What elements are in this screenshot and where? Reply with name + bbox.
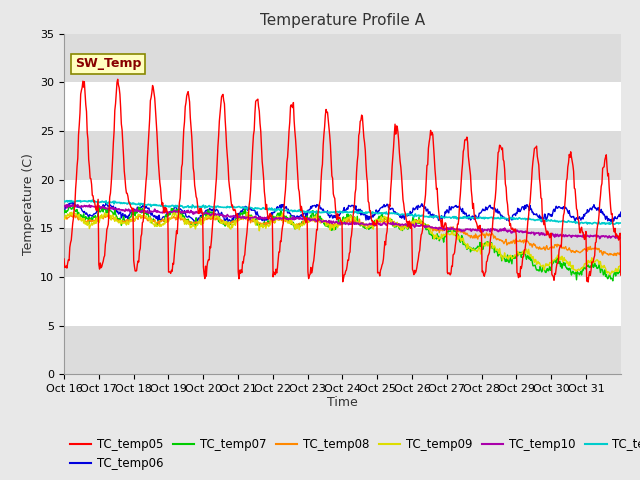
TC_temp07 bbox=[432, 234, 440, 240]
TC_temp07 bbox=[609, 278, 617, 284]
TC_temp09 bbox=[228, 225, 236, 230]
TC_temp05 bbox=[584, 279, 592, 285]
TC_temp07 bbox=[617, 264, 625, 270]
TC_temp06 bbox=[229, 217, 237, 223]
TC_temp10 bbox=[596, 236, 604, 241]
TC_temp11 bbox=[617, 220, 625, 226]
TC_temp06 bbox=[70, 199, 78, 205]
TC_temp06 bbox=[126, 211, 134, 216]
Line: TC_temp07: TC_temp07 bbox=[64, 205, 621, 281]
TC_temp10 bbox=[69, 202, 77, 207]
TC_temp10 bbox=[60, 203, 68, 209]
TC_temp09 bbox=[126, 218, 134, 224]
TC_temp08 bbox=[617, 249, 625, 255]
TC_temp05 bbox=[432, 175, 440, 181]
TC_temp08 bbox=[72, 212, 80, 217]
TC_temp08 bbox=[256, 220, 264, 226]
Line: TC_temp05: TC_temp05 bbox=[64, 79, 621, 282]
TC_temp10 bbox=[126, 209, 134, 215]
TC_temp06 bbox=[191, 220, 198, 226]
TC_temp05 bbox=[277, 239, 285, 245]
TC_temp07 bbox=[401, 224, 408, 229]
TC_temp11 bbox=[575, 222, 583, 228]
Bar bbox=[64, 277, 621, 326]
Line: TC_temp09: TC_temp09 bbox=[64, 212, 621, 275]
TC_temp09 bbox=[60, 216, 68, 222]
TC_temp11 bbox=[401, 211, 408, 217]
Text: SW_Temp: SW_Temp bbox=[75, 58, 141, 71]
Bar bbox=[64, 326, 621, 374]
TC_temp06 bbox=[60, 207, 68, 213]
TC_temp10 bbox=[401, 222, 408, 228]
TC_temp06 bbox=[433, 213, 440, 219]
TC_temp09 bbox=[277, 213, 285, 219]
TC_temp07 bbox=[126, 214, 134, 220]
Bar bbox=[64, 228, 621, 277]
TC_temp11 bbox=[256, 206, 264, 212]
TC_temp07 bbox=[95, 203, 102, 208]
TC_temp05 bbox=[256, 120, 264, 126]
TC_temp05 bbox=[60, 256, 68, 262]
TC_temp11 bbox=[60, 199, 68, 204]
TC_temp10 bbox=[277, 215, 285, 221]
TC_temp09 bbox=[401, 223, 408, 229]
TC_temp11 bbox=[126, 201, 134, 207]
TC_temp10 bbox=[617, 234, 625, 240]
Line: TC_temp10: TC_temp10 bbox=[64, 204, 621, 239]
TC_temp07 bbox=[256, 221, 264, 227]
TC_temp06 bbox=[401, 212, 409, 218]
Bar bbox=[64, 131, 621, 180]
TC_temp06 bbox=[257, 216, 264, 222]
TC_temp11 bbox=[277, 206, 285, 212]
Legend: TC_temp05, TC_temp06, TC_temp07, TC_temp08, TC_temp09, TC_temp10, TC_temp11: TC_temp05, TC_temp06, TC_temp07, TC_temp… bbox=[70, 438, 640, 470]
TC_temp08 bbox=[612, 252, 620, 258]
Y-axis label: Temperature (C): Temperature (C) bbox=[22, 153, 35, 255]
Title: Temperature Profile A: Temperature Profile A bbox=[260, 13, 425, 28]
Line: TC_temp08: TC_temp08 bbox=[64, 215, 621, 255]
TC_temp08 bbox=[126, 219, 134, 225]
TC_temp09 bbox=[432, 234, 440, 240]
Line: TC_temp11: TC_temp11 bbox=[64, 200, 621, 225]
TC_temp09 bbox=[617, 264, 625, 269]
TC_temp07 bbox=[60, 210, 68, 216]
TC_temp08 bbox=[432, 226, 440, 231]
TC_temp08 bbox=[277, 216, 285, 222]
TC_temp05 bbox=[114, 76, 122, 82]
TC_temp08 bbox=[60, 216, 68, 222]
TC_temp05 bbox=[401, 208, 408, 214]
TC_temp11 bbox=[88, 197, 96, 203]
TC_temp10 bbox=[432, 225, 440, 230]
TC_temp10 bbox=[256, 214, 264, 219]
TC_temp06 bbox=[617, 209, 625, 215]
TC_temp11 bbox=[432, 214, 440, 219]
Line: TC_temp06: TC_temp06 bbox=[64, 202, 621, 223]
X-axis label: Time: Time bbox=[327, 396, 358, 408]
TC_temp09 bbox=[256, 224, 264, 229]
TC_temp08 bbox=[228, 219, 236, 225]
Bar bbox=[64, 180, 621, 228]
TC_temp09 bbox=[70, 209, 77, 215]
TC_temp05 bbox=[228, 202, 236, 208]
TC_temp06 bbox=[278, 202, 285, 207]
TC_temp05 bbox=[617, 272, 625, 278]
TC_temp10 bbox=[228, 214, 236, 219]
Bar bbox=[64, 82, 621, 131]
TC_temp08 bbox=[401, 222, 408, 228]
Bar bbox=[64, 34, 621, 82]
TC_temp05 bbox=[126, 201, 134, 207]
TC_temp07 bbox=[228, 219, 236, 225]
TC_temp09 bbox=[606, 272, 614, 277]
TC_temp11 bbox=[228, 204, 236, 210]
TC_temp07 bbox=[277, 208, 285, 214]
